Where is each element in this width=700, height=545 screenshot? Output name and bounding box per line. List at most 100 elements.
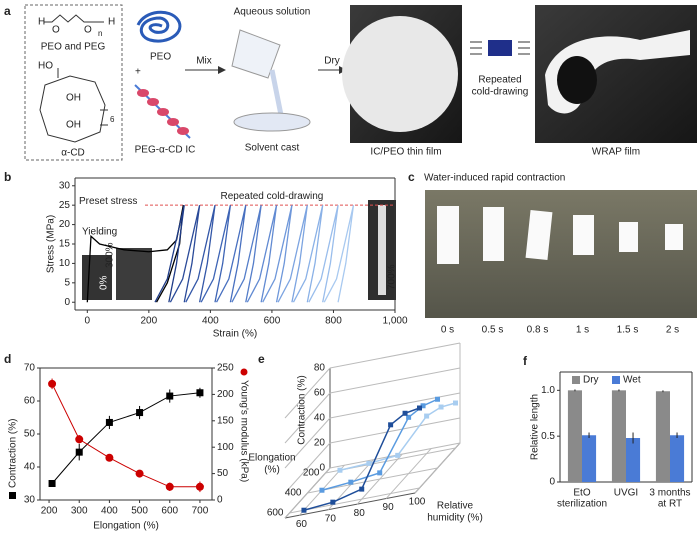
grid-line <box>284 392 331 444</box>
axis <box>284 492 416 519</box>
formula: 6 <box>110 115 115 124</box>
marker <box>377 470 383 476</box>
x-axis-label: humidity (%) <box>427 513 483 524</box>
samples <box>437 206 683 264</box>
annotation: 700% <box>387 264 398 290</box>
caption: WRAP film <box>592 147 640 158</box>
caption: IC/PEO thin film <box>370 147 441 158</box>
curve <box>321 398 438 491</box>
marker <box>348 479 354 485</box>
y-tick-label: 60 <box>314 388 326 399</box>
curve <box>185 205 216 303</box>
legend-marker <box>9 492 16 499</box>
y-tick-label: 30 <box>59 180 71 191</box>
formula: O <box>52 25 60 36</box>
x-tick-label: 700 <box>192 506 209 517</box>
curve <box>292 205 324 303</box>
roll-hole <box>557 56 597 104</box>
marker <box>48 379 57 388</box>
x-tick-label: 100 <box>409 497 426 508</box>
x-tick-label: 3 months <box>649 488 690 499</box>
step: Dry <box>324 56 340 67</box>
y-tick-label: 40 <box>24 462 36 473</box>
y-tick-label: 25 <box>59 200 71 211</box>
y-axis-label: Contraction (%) <box>8 419 19 488</box>
curve <box>308 205 339 303</box>
x-tick-label: UVGI <box>614 488 638 499</box>
bar <box>582 435 597 482</box>
formula: H <box>38 17 45 28</box>
z-tick-label: 600 <box>267 508 284 519</box>
x-axis-label: Elongation (%) <box>93 521 159 532</box>
marker <box>366 460 372 466</box>
z-axis-label: Elongation <box>248 453 295 464</box>
x-tick-label: 0 <box>85 316 91 327</box>
marker <box>136 409 144 417</box>
marker <box>135 469 144 478</box>
annotation: Yielding <box>82 227 117 238</box>
photo <box>425 190 697 318</box>
panel-a: a H O O H n PEO and PEG HO OH OH 6 α-CD … <box>4 4 697 161</box>
time-label: 1 s <box>576 325 589 336</box>
time-label: 0 s <box>441 325 454 336</box>
inset-photo <box>82 255 112 300</box>
curve <box>200 205 232 303</box>
time-label: 0.5 s <box>482 325 504 336</box>
panel-label: f <box>523 354 528 368</box>
marker <box>337 467 343 473</box>
y-tick-label: 10 <box>59 258 71 269</box>
legend-label: Dry <box>583 375 599 386</box>
x-tick-label: 500 <box>131 506 148 517</box>
marker <box>75 435 84 444</box>
plus: + <box>135 67 141 78</box>
y-tick-label: 0 <box>64 297 70 308</box>
x-tick-label: 300 <box>71 506 88 517</box>
step: Mix <box>196 56 212 67</box>
time-label: 0.8 s <box>527 325 549 336</box>
formula: O <box>84 25 92 36</box>
peo-coil <box>136 10 182 43</box>
x-tick-label: 600 <box>264 316 281 327</box>
marker <box>319 487 325 493</box>
curve <box>154 205 185 303</box>
x-tick-label: 600 <box>161 506 178 517</box>
marker <box>388 422 394 428</box>
grid-line <box>329 417 461 444</box>
marker <box>359 486 365 492</box>
y2-axis-label: Young's modulus (kPa) <box>238 380 249 482</box>
y-axis-label: Relative length <box>530 394 541 460</box>
y-tick-label: 30 <box>24 495 36 506</box>
x-tick-label: at RT <box>658 499 682 510</box>
marker <box>75 448 83 456</box>
x-tick-label: 70 <box>325 513 337 524</box>
marker <box>406 414 412 420</box>
y-axis-label: Stress (MPa) <box>46 215 57 273</box>
y2-tick-label: 250 <box>217 363 234 374</box>
grid-line <box>329 367 461 394</box>
curve <box>323 205 355 303</box>
y2-tick-label: 50 <box>217 468 229 479</box>
y-tick-label: 70 <box>24 363 36 374</box>
x-axis-label: Relative <box>437 501 474 512</box>
grid-line <box>329 342 461 369</box>
y-axis-label: Contraction (%) <box>297 375 308 444</box>
panel-label: a <box>4 4 11 18</box>
ic-rings <box>137 89 189 135</box>
formula: OH <box>66 120 81 131</box>
curve <box>246 205 278 303</box>
x-tick-label: 400 <box>202 316 219 327</box>
marker <box>195 482 204 491</box>
time-label: 2 s <box>666 325 679 336</box>
marker <box>453 400 458 406</box>
x-tick-label: 400 <box>101 506 118 517</box>
marker <box>402 410 408 416</box>
marker <box>438 404 444 410</box>
curve <box>262 205 293 303</box>
molecule-box <box>24 4 123 161</box>
x-axis-label: Strain (%) <box>213 329 257 340</box>
y-tick-label: 1.0 <box>541 385 555 396</box>
bar <box>567 390 582 482</box>
formula: HO <box>38 61 53 72</box>
x-tick-label: 200 <box>41 506 58 517</box>
x-tick-label: 800 <box>325 316 342 327</box>
